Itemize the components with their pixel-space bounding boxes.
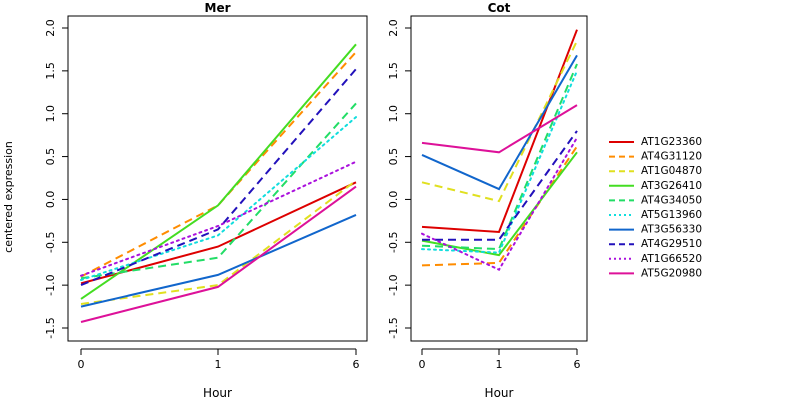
series-line-at4g34050 xyxy=(80,102,357,280)
series-line-at5g20980 xyxy=(80,185,357,323)
legend-label: AT4G29510 xyxy=(641,238,702,250)
panel-cot: Cot -1.5 -1.0 -0.5 0.0 0.5 1.0 1.5 2.0 0 1 6 Hour xyxy=(387,1,588,400)
legend-label: AT1G66520 xyxy=(641,253,702,265)
series-line-at5g13960 xyxy=(421,69,578,254)
x-axis-label: Hour xyxy=(485,386,514,400)
y-tick-label: 0.0 xyxy=(44,191,57,209)
legend-item: AT4G31120 xyxy=(609,151,702,163)
y-tick-label: -1.0 xyxy=(387,274,400,295)
panel-title: Mer xyxy=(205,1,231,15)
legend: AT1G23360 AT4G31120 AT1G04870 AT3G26410 AT4G… xyxy=(609,136,702,279)
y-tick-label: 1.0 xyxy=(44,105,57,123)
y-tick-label: 0.0 xyxy=(387,191,400,209)
x-tick-label: 1 xyxy=(496,358,503,371)
series-line-at4g29510 xyxy=(422,130,578,241)
series-line-at4g31120 xyxy=(80,51,357,278)
legend-label: AT3G56330 xyxy=(641,224,702,236)
y-axis-label: centered expression xyxy=(2,141,15,253)
series-line-at3g26410 xyxy=(80,43,357,300)
legend-item: AT3G56330 xyxy=(609,224,702,236)
legend-item: AT5G20980 xyxy=(609,267,702,279)
legend-label: AT1G23360 xyxy=(641,136,702,148)
y-tick-label: -0.5 xyxy=(387,232,400,253)
y-tick-label: 2.0 xyxy=(44,19,57,37)
y-tick-label: 0.5 xyxy=(387,148,400,166)
legend-item: AT1G66520 xyxy=(609,253,702,265)
x-axis-label: Hour xyxy=(203,386,232,400)
legend-item: AT1G23360 xyxy=(609,136,702,148)
legend-item: AT1G04870 xyxy=(609,165,702,177)
legend-label: AT3G26410 xyxy=(641,180,702,192)
y-tick-label: 1.5 xyxy=(44,62,57,80)
series-line-at5g20980 xyxy=(421,104,578,154)
plot-frame xyxy=(410,15,588,342)
legend-item: AT4G29510 xyxy=(609,238,702,250)
series-line-at1g23360 xyxy=(421,29,578,234)
series-line-at1g66520 xyxy=(421,136,578,271)
series-line-at3g56330 xyxy=(421,54,578,191)
legend-label: AT5G20980 xyxy=(641,267,702,279)
legend-label: AT4G34050 xyxy=(641,194,702,206)
legend-label: AT1G04870 xyxy=(641,165,702,177)
series-line-at1g04870 xyxy=(80,179,357,305)
y-tick-label: 1.0 xyxy=(387,105,400,123)
y-tick-label: -1.0 xyxy=(44,274,57,295)
y-tick-label: 1.5 xyxy=(387,62,400,80)
series-line-at1g66520 xyxy=(80,160,357,277)
legend-label: AT4G31120 xyxy=(641,151,702,163)
y-tick-label: -1.5 xyxy=(387,317,400,338)
y-tick-label: -1.5 xyxy=(44,317,57,338)
y-tick-label: 0.5 xyxy=(44,148,57,166)
x-tick-label: 6 xyxy=(574,358,581,371)
x-tick-label: 1 xyxy=(215,358,222,371)
x-tick-label: 0 xyxy=(419,358,426,371)
legend-label: AT5G13960 xyxy=(641,209,702,221)
series-line-at4g29510 xyxy=(80,68,357,287)
series-line-at4g34050 xyxy=(421,63,578,251)
panel-title: Cot xyxy=(488,1,511,15)
legend-item: AT4G34050 xyxy=(609,194,702,206)
x-tick-label: 6 xyxy=(353,358,360,371)
legend-item: AT3G26410 xyxy=(609,180,702,192)
series-line-at5g13960 xyxy=(80,116,357,281)
x-tick-label: 0 xyxy=(78,358,85,371)
y-tick-label: 2.0 xyxy=(387,19,400,37)
y-tick-label: -0.5 xyxy=(44,232,57,253)
series-line-at3g56330 xyxy=(80,213,357,308)
panel-mer: Mer -1.5 -1.0 -0.5 0.0 0.5 1.0 1.5 2.0 0 1 6 Hour xyxy=(44,1,368,400)
series-line-at3g26410 xyxy=(421,151,578,257)
legend-item: AT5G13960 xyxy=(609,209,702,221)
plot-frame xyxy=(67,15,368,342)
series-line-at1g04870 xyxy=(421,40,578,203)
